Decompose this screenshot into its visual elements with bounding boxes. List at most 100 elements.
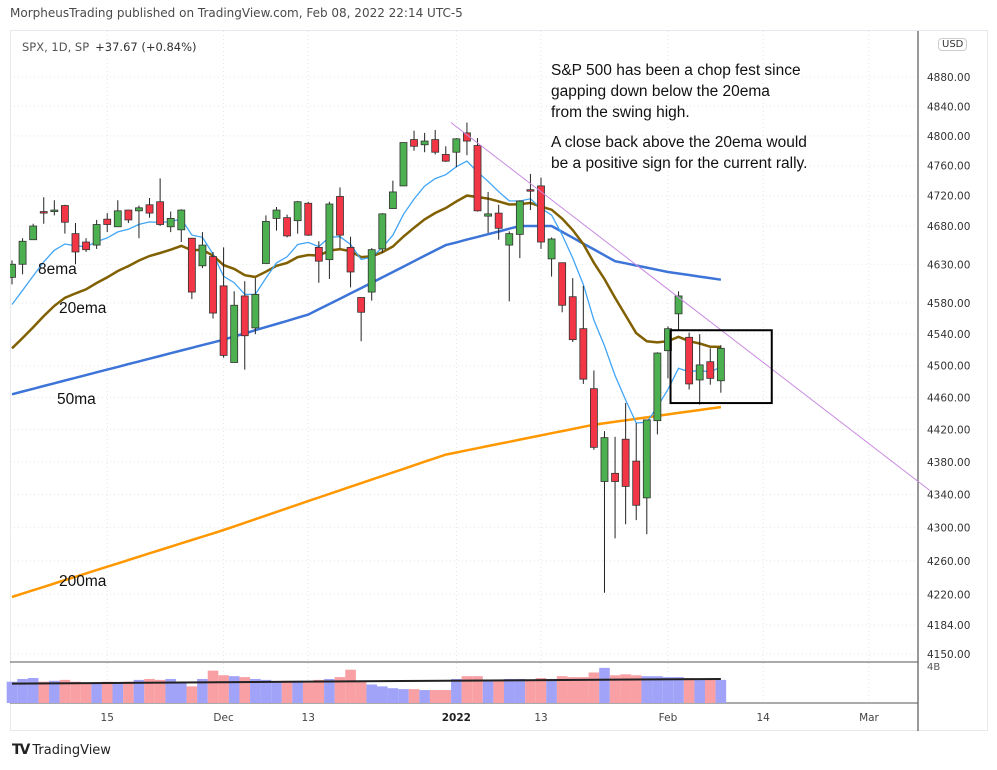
candle-body <box>494 212 503 229</box>
candle <box>325 201 334 279</box>
candle-body <box>399 142 408 187</box>
volume-bar <box>6 681 18 703</box>
candle-body <box>82 241 90 251</box>
volume-bar <box>27 678 39 703</box>
price-tick-label: 4150.00 <box>927 649 970 661</box>
candle-body <box>336 196 344 236</box>
volume-bar <box>207 670 219 703</box>
candle <box>166 211 175 233</box>
volume-bar <box>514 678 526 703</box>
candle <box>346 236 355 288</box>
candle-body <box>177 209 186 231</box>
volume-bar <box>302 682 314 703</box>
volume-bar <box>144 678 155 703</box>
candle-body <box>558 262 567 306</box>
candle-body <box>674 295 683 315</box>
symbol-info: SPX, 1D, SP <box>22 40 90 54</box>
brand-name: TradingView <box>32 742 111 758</box>
candle-body <box>251 293 260 329</box>
candle <box>547 237 556 277</box>
volume-bar <box>567 677 579 703</box>
candle-body <box>357 297 366 313</box>
candle <box>71 222 80 265</box>
candle-body <box>314 246 323 262</box>
ma50-line <box>11 224 722 396</box>
candle <box>537 177 545 249</box>
volume-bar <box>366 684 378 703</box>
time-tick-label: 14 <box>756 712 770 724</box>
candle <box>632 423 641 521</box>
volume-bar <box>630 675 642 703</box>
candle-body <box>410 139 418 147</box>
price-tick-label: 4680.00 <box>927 221 970 233</box>
volume-bar <box>377 686 388 703</box>
candle-body <box>452 138 461 153</box>
volume-bar <box>59 679 71 703</box>
volume-bar <box>49 680 60 703</box>
candle-body <box>262 221 270 264</box>
volume-bar <box>186 686 198 703</box>
highlight-box <box>669 329 773 405</box>
volume-bar <box>165 678 176 703</box>
annotation-note-2: A close back above the 20ema would be a … <box>551 132 807 174</box>
candle <box>515 200 524 259</box>
volume-bar <box>461 676 473 703</box>
candle <box>272 207 281 231</box>
candle <box>39 197 48 224</box>
candle <box>494 204 503 240</box>
candle-body <box>283 217 291 237</box>
candle-body <box>716 347 725 382</box>
candle-body <box>240 295 249 337</box>
volume-bar <box>133 679 145 703</box>
time-tick-label: Feb <box>659 712 678 724</box>
price-tick-label: 4500.00 <box>927 361 970 373</box>
candle <box>177 209 186 243</box>
volume-bar <box>324 678 335 703</box>
candle-body <box>135 207 143 212</box>
candle-body <box>346 246 355 273</box>
volume-bar <box>218 675 229 703</box>
price-pane <box>10 122 725 599</box>
volume-bar <box>440 690 452 703</box>
volume-bar <box>578 677 589 703</box>
candle <box>568 278 577 343</box>
candle-body <box>484 213 493 217</box>
currency-badge[interactable]: USD <box>938 38 968 51</box>
candle-body <box>18 240 27 265</box>
price-tick-label: 4340.00 <box>927 490 970 502</box>
volume-bar <box>387 688 399 703</box>
note-line: be a positive sign for the current rally… <box>551 155 808 172</box>
candle <box>18 238 27 275</box>
volume-bar <box>673 677 684 703</box>
publish-info: MorpheusTrading published on TradingView… <box>10 6 463 20</box>
label-20ema: 20ema <box>59 300 107 317</box>
candle <box>219 247 228 358</box>
candle-body <box>145 204 154 214</box>
candle <box>336 187 344 249</box>
candle-body <box>685 336 694 385</box>
volume-bar <box>493 680 504 703</box>
volume-bar <box>355 680 367 703</box>
candle <box>526 173 535 211</box>
candle <box>198 232 207 269</box>
note-line: S&P 500 has been a chop fest since <box>551 62 801 79</box>
volume-bar <box>70 681 81 703</box>
candle-body <box>706 361 715 379</box>
price-tick-label: 4220.00 <box>927 589 970 601</box>
tradingview-brand[interactable]: TV TradingView <box>12 742 111 758</box>
volume-bar <box>419 690 430 703</box>
candle-body <box>568 296 577 341</box>
volume-bar <box>641 676 653 703</box>
volume-bar <box>313 679 325 703</box>
candle <box>685 332 694 390</box>
candle-body <box>230 304 239 363</box>
price-tick-label: 4580.00 <box>927 298 970 310</box>
price-tick-label: 4460.00 <box>927 392 970 404</box>
candle-body <box>632 460 641 506</box>
candle <box>145 197 154 218</box>
candle <box>706 348 715 385</box>
time-tick-label: 2022 <box>442 712 471 724</box>
candle <box>82 238 90 252</box>
candle <box>716 345 725 393</box>
